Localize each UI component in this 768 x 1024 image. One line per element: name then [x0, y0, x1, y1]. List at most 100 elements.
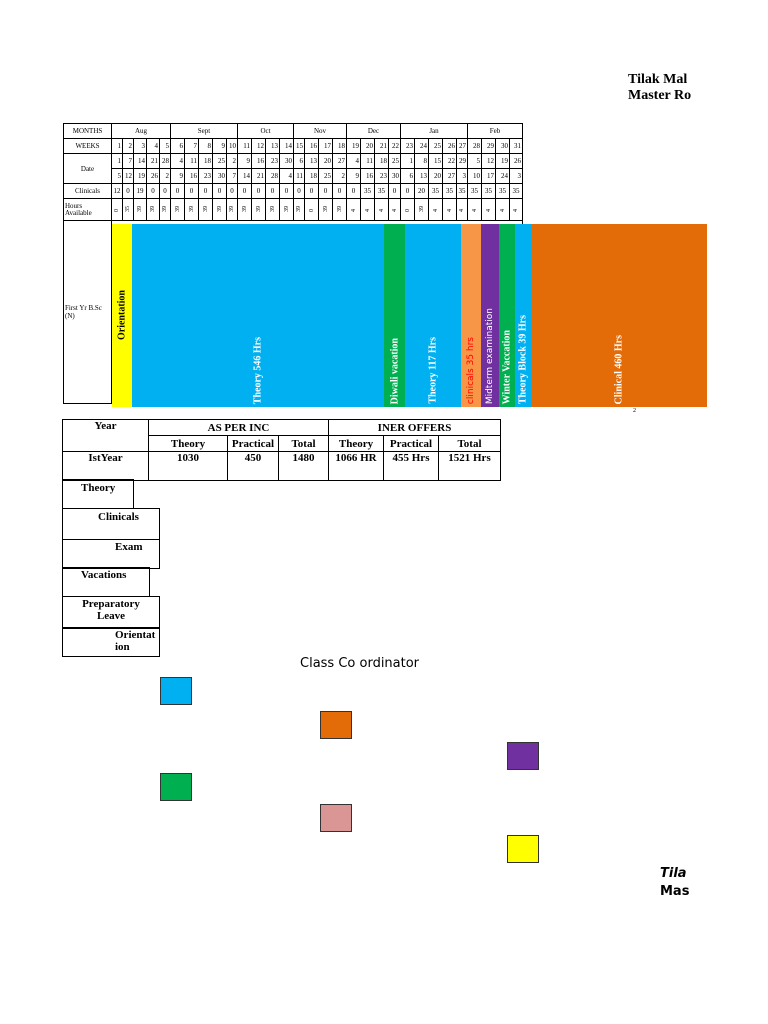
band-label: Clinical 460 Hrs — [613, 334, 625, 404]
footer-line2: Mas — [660, 884, 690, 899]
hours-value: 39 — [283, 205, 290, 212]
swatch-green — [160, 773, 192, 801]
hours-cell: 0 — [304, 198, 319, 221]
date-start-cell: 26 — [509, 153, 523, 169]
hours-cell: 4 — [428, 198, 443, 221]
inc-theory-header: Theory — [148, 435, 228, 452]
date-end-cell: 2 — [332, 168, 347, 184]
month-header: Dec — [346, 123, 401, 139]
hours-cell: 39 — [318, 198, 333, 221]
clinicals-cell: 0 — [159, 183, 171, 199]
hours-value: 4 — [391, 208, 398, 212]
hours-value: 39 — [418, 205, 425, 212]
band-label: Theory 546 Hrs — [252, 336, 264, 404]
hours-value: 4 — [459, 208, 465, 212]
row-label: IstYear — [62, 451, 149, 481]
week-cell: 25 — [428, 138, 443, 154]
category-clinicals: Clinicals — [62, 508, 160, 540]
date-end-cell: 24 — [495, 168, 510, 184]
date-end-cell: 23 — [374, 168, 389, 184]
band-label: Diwali vacation — [389, 337, 400, 404]
date-end-cell: 30 — [212, 168, 227, 184]
date-end-cell: 30 — [388, 168, 401, 184]
date-end-cell: 11 — [293, 168, 305, 184]
clinicals-cell: 0 — [279, 183, 294, 199]
iner-practical: 455 Hrs — [383, 451, 439, 481]
band-winter-vaccation: Winter Vaccation — [499, 224, 515, 407]
hours-cell: 35 — [122, 198, 134, 221]
clinicals-cell: 0 — [251, 183, 266, 199]
clinicals-cell: 35 — [442, 183, 457, 199]
category-label: Orientation — [115, 629, 156, 653]
clinicals-cell: 0 — [346, 183, 361, 199]
date-start-cell: 27 — [332, 153, 347, 169]
category-exam: Exam — [62, 539, 160, 569]
date-start-cell: 25 — [212, 153, 227, 169]
date-start-cell: 1 — [400, 153, 415, 169]
date-end-cell: 16 — [184, 168, 199, 184]
hours-cell: 4 — [495, 198, 510, 221]
date-start-cell: 28 — [159, 153, 171, 169]
clinicals-cell: 0 — [388, 183, 401, 199]
date-start-cell: 25 — [388, 153, 401, 169]
date-start-cell: 16 — [251, 153, 266, 169]
hours-cell: 39 — [251, 198, 266, 221]
band-label: Theory Block 39 Hrs — [517, 314, 529, 404]
clinicals-cell: 35 — [428, 183, 443, 199]
date-start-cell: 20 — [318, 153, 333, 169]
date-end-cell: 9 — [346, 168, 361, 184]
date-start-cell: 14 — [133, 153, 147, 169]
category-label: Vacations — [81, 569, 127, 581]
date-end-cell: 12 — [122, 168, 134, 184]
date-start-cell: 30 — [279, 153, 294, 169]
hours-cell: 39 — [265, 198, 280, 221]
hours-cell: 39 — [198, 198, 213, 221]
date-end-cell: 10 — [467, 168, 482, 184]
inc-practical-header: Practical — [227, 435, 279, 452]
clinicals-cell: 35 — [456, 183, 468, 199]
program-row-label: First Yr B.Sc (N) — [63, 220, 112, 404]
band-orientation: Orientation — [112, 224, 132, 407]
page-subtitle: Master Ro — [628, 88, 692, 103]
date-start-cell: 29 — [456, 153, 468, 169]
clinicals-cell: 0 — [170, 183, 185, 199]
band-diwali-vacation: Diwali vacation — [384, 224, 405, 407]
hours-value: 4 — [471, 208, 478, 212]
week-cell: 7 — [184, 138, 199, 154]
date-end-cell: 2 — [159, 168, 171, 184]
clinicals-cell: 19 — [133, 183, 147, 199]
hours-value: 0 — [308, 208, 315, 212]
iner-practical-header: Practical — [383, 435, 439, 452]
date-start-cell: 4 — [346, 153, 361, 169]
date-start-cell: 11 — [184, 153, 199, 169]
date-start-cell: 12 — [481, 153, 496, 169]
date-end-cell: 19 — [133, 168, 147, 184]
iner-total-header: Total — [438, 435, 501, 452]
clinicals-cell: 12 — [111, 183, 123, 199]
hours-value: 39 — [241, 205, 248, 212]
hours-cell: 4 — [374, 198, 389, 221]
date-end-cell: 6 — [400, 168, 415, 184]
month-header: Aug — [111, 123, 171, 139]
hours-cell: 4 — [388, 198, 401, 221]
hours-cell: 39 — [226, 198, 238, 221]
hours-cell: 0 — [400, 198, 415, 221]
hours-value: 4 — [364, 208, 371, 212]
date-start-cell: 5 — [467, 153, 482, 169]
category-preparatory-leave: Preparatory Leave — [62, 596, 160, 629]
hours-value: 4 — [513, 208, 519, 212]
hours-value: 0 — [404, 208, 411, 212]
date-end-cell: 4 — [279, 168, 294, 184]
category-label: Theory — [81, 482, 116, 494]
date-start-cell: 6 — [293, 153, 305, 169]
hours-cell: 39 — [159, 198, 171, 221]
hours-cell: 4 — [346, 198, 361, 221]
week-cell: 14 — [279, 138, 294, 154]
hours-cell: 4 — [481, 198, 496, 221]
week-cell: 23 — [400, 138, 415, 154]
clinicals-cell: 0 — [400, 183, 415, 199]
date-start-cell: 8 — [414, 153, 429, 169]
hours-row-label: Hours Available — [63, 198, 112, 221]
hours-value: 39 — [162, 205, 168, 212]
week-cell: 24 — [414, 138, 429, 154]
